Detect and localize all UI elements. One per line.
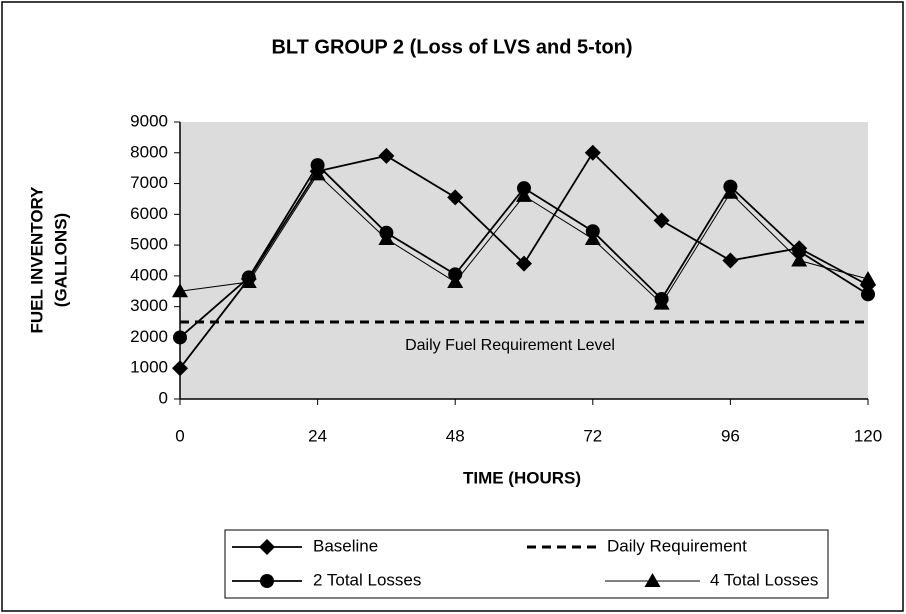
marker-triangle [722, 184, 739, 199]
marker-diamond [447, 189, 464, 206]
marker-triangle [240, 274, 257, 289]
marker-circle [260, 574, 274, 588]
legend-label: 2 Total Losses [313, 570, 421, 589]
marker-triangle [653, 295, 670, 310]
x-tick-label: 24 [308, 426, 327, 445]
marker-circle [792, 244, 807, 259]
x-tick-label: 96 [721, 426, 740, 445]
marker-diamond [516, 255, 532, 272]
marker-triangle [516, 187, 532, 202]
x-tick-label: 48 [446, 426, 465, 445]
annotation: Daily Fuel Requirement Level [405, 337, 615, 354]
marker-triangle [447, 274, 464, 289]
y-tick-label: 7000 [130, 173, 168, 192]
marker-diamond [259, 539, 275, 555]
marker-circle [173, 330, 187, 345]
marker-diamond [653, 212, 670, 229]
marker-circle [310, 158, 325, 173]
y-tick-label: 8000 [130, 142, 168, 161]
y-axis-label: (GALLONS) [51, 213, 70, 307]
legend-label: 4 Total Losses [710, 570, 818, 589]
y-tick-label: 1000 [130, 358, 168, 377]
marker-circle [861, 287, 875, 302]
x-axis-label: TIME (HOURS) [463, 468, 581, 487]
marker-diamond [584, 144, 601, 161]
marker-diamond [172, 360, 188, 377]
marker-triangle [791, 252, 808, 267]
marker-diamond [722, 252, 739, 269]
y-tick-label: 2000 [130, 327, 168, 346]
y-tick-label: 0 [159, 388, 168, 407]
y-tick-label: 4000 [130, 265, 168, 284]
x-tick-label: 72 [583, 426, 602, 445]
legend-label: Daily Requirement [607, 536, 747, 555]
y-tick-label: 3000 [130, 296, 168, 315]
marker-triangle [172, 283, 188, 298]
x-tick-label: 120 [854, 426, 882, 445]
y-axis-label: FUEL INVENTORY [27, 186, 46, 334]
marker-triangle [378, 230, 395, 245]
marker-diamond [378, 147, 395, 164]
marker-triangle [644, 573, 661, 587]
marker-triangle [860, 270, 876, 285]
marker-triangle [309, 166, 326, 181]
y-tick-label: 5000 [130, 235, 168, 254]
x-tick-label: 0 [175, 426, 184, 445]
y-tick-label: 6000 [130, 204, 168, 223]
legend-label: Baseline [313, 536, 378, 555]
y-tick-label: 9000 [130, 111, 168, 130]
legend-box [224, 529, 829, 599]
marker-triangle [584, 230, 601, 245]
chart-title: BLT GROUP 2 (Loss of LVS and 5-ton) [271, 36, 632, 58]
